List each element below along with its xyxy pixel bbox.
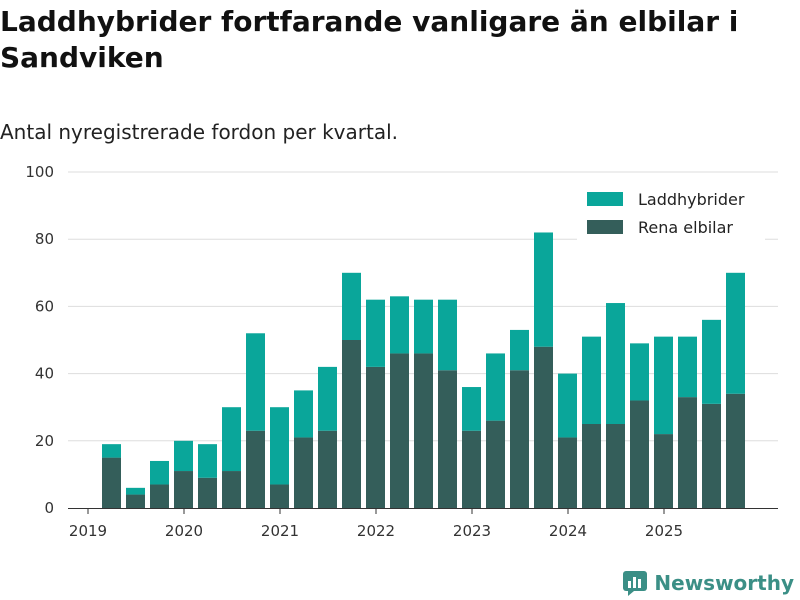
- bar-laddhybrider-6: [246, 333, 265, 431]
- x-tick-label-2025: 2025: [645, 522, 683, 540]
- bar-laddhybrider-23: [654, 336, 673, 435]
- bar-rena-elbilar-25: [702, 403, 721, 508]
- y-tick-label-0: 0: [44, 499, 54, 517]
- bar-laddhybrider-15: [462, 387, 481, 431]
- bar-laddhybrider-20: [582, 336, 601, 424]
- bar-rena-elbilar-16: [486, 420, 505, 508]
- bar-laddhybrider-10: [342, 272, 361, 340]
- bar-laddhybrider-2: [150, 460, 169, 485]
- bar-rena-elbilar-3: [174, 471, 193, 508]
- x-tick-label-2024: 2024: [549, 522, 587, 540]
- bar-rena-elbilar-10: [342, 340, 361, 508]
- bar-rena-elbilar-0: [102, 457, 121, 508]
- bar-laddhybrider-22: [630, 343, 649, 401]
- bar-rena-elbilar-2: [150, 484, 169, 508]
- bar-laddhybrider-3: [174, 440, 193, 472]
- bar-laddhybrider-26: [726, 272, 745, 394]
- bar-rena-elbilar-22: [630, 400, 649, 508]
- bar-laddhybrider-16: [486, 353, 505, 421]
- x-tick-label-2021: 2021: [261, 522, 299, 540]
- bar-rena-elbilar-26: [726, 393, 745, 508]
- bar-laddhybrider-1: [126, 487, 145, 495]
- bar-rena-elbilar-17: [510, 370, 529, 508]
- chart-subtitle: Antal nyregistrerade fordon per kvartal.: [0, 120, 399, 144]
- bar-rena-elbilar-13: [414, 353, 433, 508]
- legend-swatch-laddhybrider: [587, 192, 623, 206]
- y-tick-label-100: 100: [25, 163, 54, 181]
- y-tick-label-80: 80: [35, 230, 54, 248]
- legend-swatch-rena-elbilar: [587, 220, 623, 234]
- bar-rena-elbilar-8: [294, 437, 313, 508]
- newsworthy-logo-icon: [623, 571, 648, 596]
- bar-laddhybrider-0: [102, 444, 121, 458]
- bar-rena-elbilar-6: [246, 430, 265, 508]
- legend-label-rena-elbilar: Rena elbilar: [638, 218, 733, 237]
- bar-rena-elbilar-24: [678, 397, 697, 508]
- bar-laddhybrider-9: [318, 366, 337, 431]
- bar-rena-elbilar-12: [390, 353, 409, 508]
- bar-laddhybrider-21: [606, 303, 625, 424]
- x-tick-label-2019: 2019: [69, 522, 107, 540]
- y-tick-label-60: 60: [35, 297, 54, 315]
- legend-label-laddhybrider: Laddhybrider: [638, 190, 745, 209]
- bar-rena-elbilar-18: [534, 346, 553, 508]
- x-tick-label-2020: 2020: [165, 522, 203, 540]
- bar-laddhybrider-17: [510, 329, 529, 371]
- bar-rena-elbilar-9: [318, 430, 337, 508]
- bar-laddhybrider-4: [198, 444, 217, 478]
- bar-laddhybrider-14: [438, 299, 457, 371]
- bar-rena-elbilar-15: [462, 430, 481, 508]
- bar-rena-elbilar-11: [366, 366, 385, 508]
- x-tick-label-2022: 2022: [357, 522, 395, 540]
- bar-laddhybrider-5: [222, 407, 241, 472]
- bar-laddhybrider-18: [534, 232, 553, 347]
- y-axis-ticks: 0 20 40 60 80 100: [25, 163, 54, 517]
- bar-laddhybrider-13: [414, 299, 433, 354]
- bar-laddhybrider-8: [294, 390, 313, 438]
- x-tick-label-2023: 2023: [453, 522, 491, 540]
- bar-laddhybrider-12: [390, 296, 409, 354]
- legend: Laddhybrider Rena elbilar: [577, 184, 765, 240]
- bar-rena-elbilar-21: [606, 424, 625, 508]
- bar-rena-elbilar-20: [582, 424, 601, 508]
- bar-rena-elbilar-14: [438, 370, 457, 508]
- bar-laddhybrider-25: [702, 319, 721, 404]
- bar-laddhybrider-24: [678, 336, 697, 398]
- x-axis: 2019 2020 2021 2022 2023 2024 2025: [68, 508, 778, 540]
- newsworthy-brand: Newsworthy: [622, 570, 794, 596]
- bars: [102, 232, 745, 508]
- bar-laddhybrider-19: [558, 373, 577, 438]
- bar-rena-elbilar-4: [198, 477, 217, 508]
- y-tick-label-20: 20: [35, 432, 54, 450]
- y-tick-label-40: 40: [35, 365, 54, 383]
- bar-rena-elbilar-7: [270, 484, 289, 508]
- chart-title: Laddhybrider fortfarande vanligare än el…: [0, 5, 739, 74]
- bar-rena-elbilar-19: [558, 437, 577, 508]
- bar-rena-elbilar-1: [126, 494, 145, 508]
- bar-rena-elbilar-23: [654, 434, 673, 508]
- bar-laddhybrider-7: [270, 407, 289, 485]
- bar-rena-elbilar-5: [222, 471, 241, 508]
- brand-name: Newsworthy: [654, 571, 794, 595]
- bar-laddhybrider-11: [366, 299, 385, 367]
